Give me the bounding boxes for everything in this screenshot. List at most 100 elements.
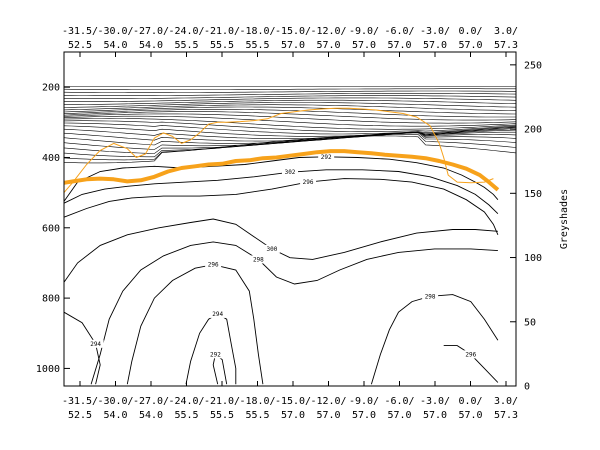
contour-label-bg [87,339,104,348]
upper-contour-line [63,104,517,111]
y-right-tick-label: 250 [524,60,542,71]
x-top-label: -9.0/ [349,26,379,37]
upper-contour-line [64,99,517,105]
x-bottom-label: 54.0 [139,410,163,421]
y-right-tick-label: 150 [524,189,542,200]
x-top-label: -6.0/ [384,26,414,37]
data-series [63,107,500,193]
contour-line [63,156,499,202]
x-bottom-label: 57.0 [423,410,447,421]
x-top-label: 0.0/ [458,26,482,37]
x-bottom-label: 3.0/ [494,396,518,407]
x-top-label: -27.0/ [133,26,169,37]
y-right-tick-label: 50 [524,317,536,328]
x-top-label: -18.0/ [239,26,275,37]
contour-label-bg [422,292,439,301]
x-bottom-label: 55.5 [210,410,234,421]
x-top-label: 55.5 [210,40,234,51]
x-bottom-label: -31.5/ [62,396,98,407]
x-top-label: 57.0 [316,40,340,51]
contour-label: 296 [465,351,476,358]
contour-label: 300 [266,246,277,253]
contour-line [126,264,264,385]
contour-line [63,169,499,215]
upper-contour-line [63,106,517,115]
upper-contour-line [63,128,517,139]
x-top-label: -24.0/ [168,26,204,37]
x-bottom-label: 57.0 [316,410,340,421]
y-right-tick-label: 0 [524,382,530,393]
upper-contour-line [63,131,517,154]
y-left-tick-label: 800 [42,294,60,305]
upper-contour-line [63,120,517,132]
x-top-label: -3.0/ [420,26,450,37]
upper-contour-line [63,135,517,164]
x-top-label: 54.0 [103,40,127,51]
x-top-label: 3.0/ [494,26,518,37]
contour-label-bg [462,350,479,359]
upper-contour-stack [63,86,517,164]
upper-contour-line [63,122,517,135]
upper-contour-line [64,97,517,102]
contour-label: 294 [90,341,101,348]
contour-label: 296 [208,262,219,269]
x-top-label: 55.5 [245,40,269,51]
upper-contour-line [63,102,517,108]
series-line-2 [63,107,494,193]
x-bottom-label: -9.0/ [349,396,379,407]
plot-frame [63,51,517,387]
x-bottom-label: 0.0/ [458,396,482,407]
contour-line [63,218,498,283]
x-top-label: 55.5 [174,40,198,51]
contour-label: 294 [212,311,223,318]
x-bottom-label: 57.0 [281,410,305,421]
y-right-tick-label: 100 [524,253,542,264]
x-bottom-label: 57.3 [494,410,518,421]
x-top-label: 57.0 [458,40,482,51]
x-bottom-label: -30.0/ [97,396,133,407]
x-top-label: 52.5 [68,40,92,51]
y-left-tick-label: 600 [42,223,60,234]
contour-label-bg [282,168,298,177]
y-right-tick-label: 200 [524,125,542,136]
x-bottom-label: 55.5 [174,410,198,421]
upper-contour-line [63,125,517,137]
contour-label-bg [263,244,280,253]
contour-label: 302 [285,169,296,176]
x-bottom-label: 54.0 [103,410,127,421]
upper-contour-line [63,115,517,127]
contour-line [370,294,499,385]
y-axis-right-labels: 0 50 100 150 200 250 [510,60,542,393]
y-left-tick-label: 200 [42,83,60,94]
contour-label: 292 [210,351,221,358]
contour-label: 298 [253,256,264,263]
contour-line [90,241,498,385]
contour-line [185,313,237,385]
contour-line [212,353,228,385]
upper-contour-line [63,134,517,161]
x-bottom-label: -6.0/ [384,396,414,407]
contour-label-bg [209,309,226,318]
x-top-label: 57.0 [423,40,447,51]
x-top-label: -30.0/ [97,26,133,37]
x-bottom-label: -12.0/ [310,396,346,407]
contour-label: 298 [425,293,436,300]
y-left-tick-label: 400 [42,153,60,164]
x-bottom-label: -15.0/ [275,396,311,407]
x-bottom-label: 57.0 [458,410,482,421]
contour-label: 296 [303,179,314,186]
contour-label: 292 [321,154,332,161]
x-top-label: 54.0 [139,40,163,51]
x-axis-top-labels: -31.5/52.5 -30.0/54.0 -27.0/54.0 -24.0/55.5… [62,26,518,57]
x-bottom-label: -3.0/ [420,396,450,407]
x-top-label: 57.0 [352,40,376,51]
x-top-label: -31.5/ [62,26,98,37]
x-axis-bottom-labels: -31.5/52.5 -30.0/54.0 -27.0/54.0 -24.0/55.5… [62,381,518,421]
y-axis-left-labels: 200 400 600 800 1000 [36,83,70,375]
upper-contour-line [63,90,516,93]
contour-label-bg [205,260,222,269]
x-bottom-label: -27.0/ [133,396,169,407]
contour-label-bg [318,152,335,161]
x-bottom-label: 52.5 [68,410,92,421]
